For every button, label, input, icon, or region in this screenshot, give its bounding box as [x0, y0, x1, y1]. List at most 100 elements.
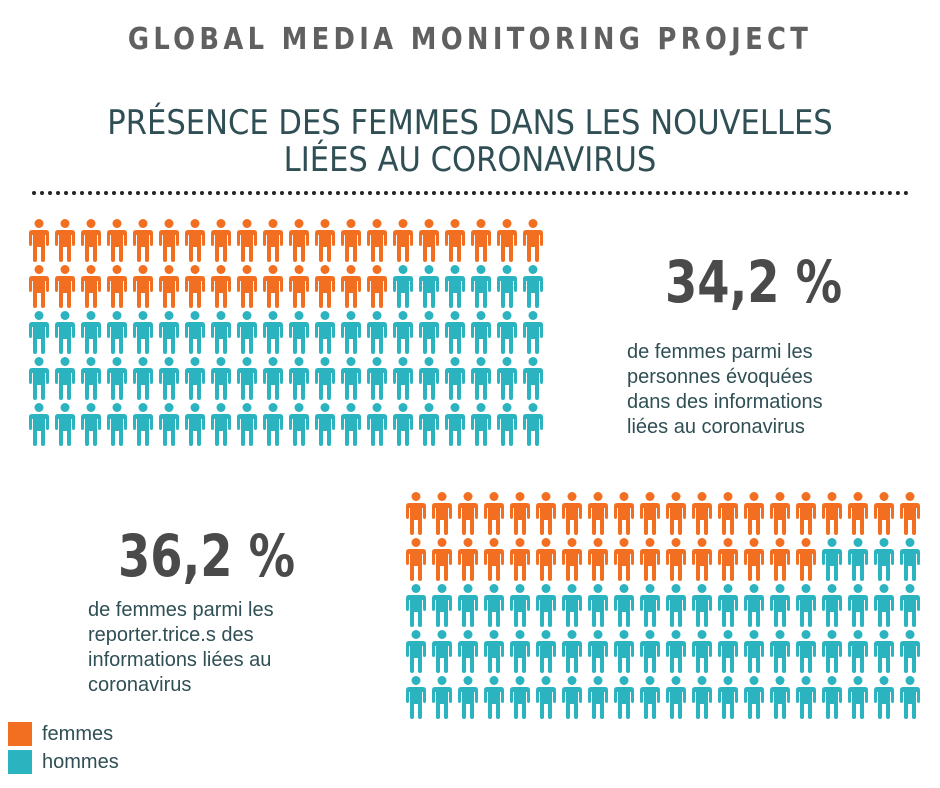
person-icon-femmes — [263, 265, 283, 308]
person-icon-femmes — [692, 538, 712, 581]
person-icon-hommes — [159, 357, 179, 400]
person-icon-femmes — [900, 492, 920, 535]
person-icon-hommes — [432, 676, 452, 719]
person-icon-femmes — [315, 219, 335, 262]
person-icon-hommes — [484, 584, 504, 627]
dotted-divider — [32, 191, 909, 195]
person-icon-femmes — [432, 492, 452, 535]
person-icon-hommes — [55, 403, 75, 446]
person-icon-femmes — [237, 219, 257, 262]
person-icon-hommes — [562, 584, 582, 627]
person-icon-hommes — [419, 311, 439, 354]
page-subtitle: PRÉSENCE DES FEMMES DANS LES NOUVELLES L… — [65, 105, 875, 179]
person-icon-hommes — [406, 676, 426, 719]
person-icon-hommes — [55, 357, 75, 400]
subtitle-line-2: LIÉES AU CORONAVIRUS — [283, 140, 657, 180]
person-icon-hommes — [419, 357, 439, 400]
person-icon-hommes — [536, 584, 556, 627]
person-icon-hommes — [458, 630, 478, 673]
person-icon-hommes — [822, 630, 842, 673]
desc-line: dans des informations — [627, 391, 823, 413]
person-icon-femmes — [497, 219, 517, 262]
person-icon-femmes — [81, 219, 101, 262]
person-icon-femmes — [744, 492, 764, 535]
person-icon-femmes — [133, 265, 153, 308]
person-icon-femmes — [185, 265, 205, 308]
person-icon-femmes — [484, 492, 504, 535]
person-icon-hommes — [445, 311, 465, 354]
person-icon-femmes — [510, 538, 530, 581]
person-icon-femmes — [562, 492, 582, 535]
person-icon-femmes — [55, 265, 75, 308]
person-icon-hommes — [419, 265, 439, 308]
person-icon-hommes — [744, 630, 764, 673]
person-icon-hommes — [666, 584, 686, 627]
person-icon-hommes — [315, 403, 335, 446]
subtitle-line-1: PRÉSENCE DES FEMMES DANS LES NOUVELLES — [107, 103, 833, 143]
person-icon-femmes — [666, 492, 686, 535]
person-icon-femmes — [796, 492, 816, 535]
person-icon-hommes — [367, 357, 387, 400]
person-icon-hommes — [718, 630, 738, 673]
person-icon-hommes — [848, 630, 868, 673]
person-icon-femmes — [367, 265, 387, 308]
person-icon-femmes — [666, 538, 686, 581]
person-icon-femmes — [614, 538, 634, 581]
person-icon-hommes — [432, 584, 452, 627]
person-icon-hommes — [458, 584, 478, 627]
person-icon-hommes — [29, 357, 49, 400]
person-icon-hommes — [588, 630, 608, 673]
desc-line: reporter.trice.s des — [88, 624, 254, 646]
person-icon-hommes — [744, 676, 764, 719]
person-icon-femmes — [718, 538, 738, 581]
person-icon-hommes — [900, 538, 920, 581]
person-icon-hommes — [497, 265, 517, 308]
person-icon-hommes — [874, 630, 894, 673]
person-icon-femmes — [458, 538, 478, 581]
person-icon-hommes — [81, 357, 101, 400]
person-icon-femmes — [406, 492, 426, 535]
desc-line: liées au coronavirus — [627, 416, 805, 438]
person-icon-hommes — [562, 630, 582, 673]
person-icon-hommes — [874, 538, 894, 581]
person-icon-femmes — [211, 265, 231, 308]
person-icon-hommes — [796, 676, 816, 719]
person-icon-femmes — [393, 219, 413, 262]
person-icon-hommes — [822, 584, 842, 627]
person-icon-hommes — [29, 403, 49, 446]
person-icon-hommes — [341, 403, 361, 446]
person-icon-femmes — [211, 219, 231, 262]
person-icon-hommes — [874, 676, 894, 719]
person-icon-hommes — [666, 630, 686, 673]
person-icon-hommes — [848, 676, 868, 719]
person-icon-hommes — [640, 630, 660, 673]
person-icon-femmes — [432, 538, 452, 581]
person-icon-hommes — [692, 584, 712, 627]
person-icon-femmes — [536, 538, 556, 581]
person-icon-hommes — [848, 538, 868, 581]
person-icon-hommes — [770, 630, 790, 673]
person-icon-hommes — [536, 630, 556, 673]
person-icon-hommes — [497, 403, 517, 446]
person-icon-femmes — [367, 219, 387, 262]
desc-line: informations liées au — [88, 649, 272, 671]
person-icon-hommes — [458, 676, 478, 719]
person-icon-femmes — [614, 492, 634, 535]
person-icon-hommes — [133, 311, 153, 354]
person-icon-hommes — [874, 584, 894, 627]
stat-description-mentioned: de femmes parmi les personnes évoquées d… — [627, 340, 823, 440]
person-icon-hommes — [497, 357, 517, 400]
person-icon-hommes — [640, 584, 660, 627]
person-icon-hommes — [770, 676, 790, 719]
person-icon-femmes — [107, 265, 127, 308]
person-icon-hommes — [393, 357, 413, 400]
person-icon-femmes — [588, 538, 608, 581]
desc-line: de femmes parmi les — [627, 341, 813, 363]
person-icon-femmes — [770, 492, 790, 535]
person-icon-hommes — [510, 584, 530, 627]
legend: femmes hommes — [8, 720, 119, 776]
person-icon-femmes — [744, 538, 764, 581]
person-icon-hommes — [614, 676, 634, 719]
person-icon-hommes — [237, 357, 257, 400]
person-icon-femmes — [562, 538, 582, 581]
